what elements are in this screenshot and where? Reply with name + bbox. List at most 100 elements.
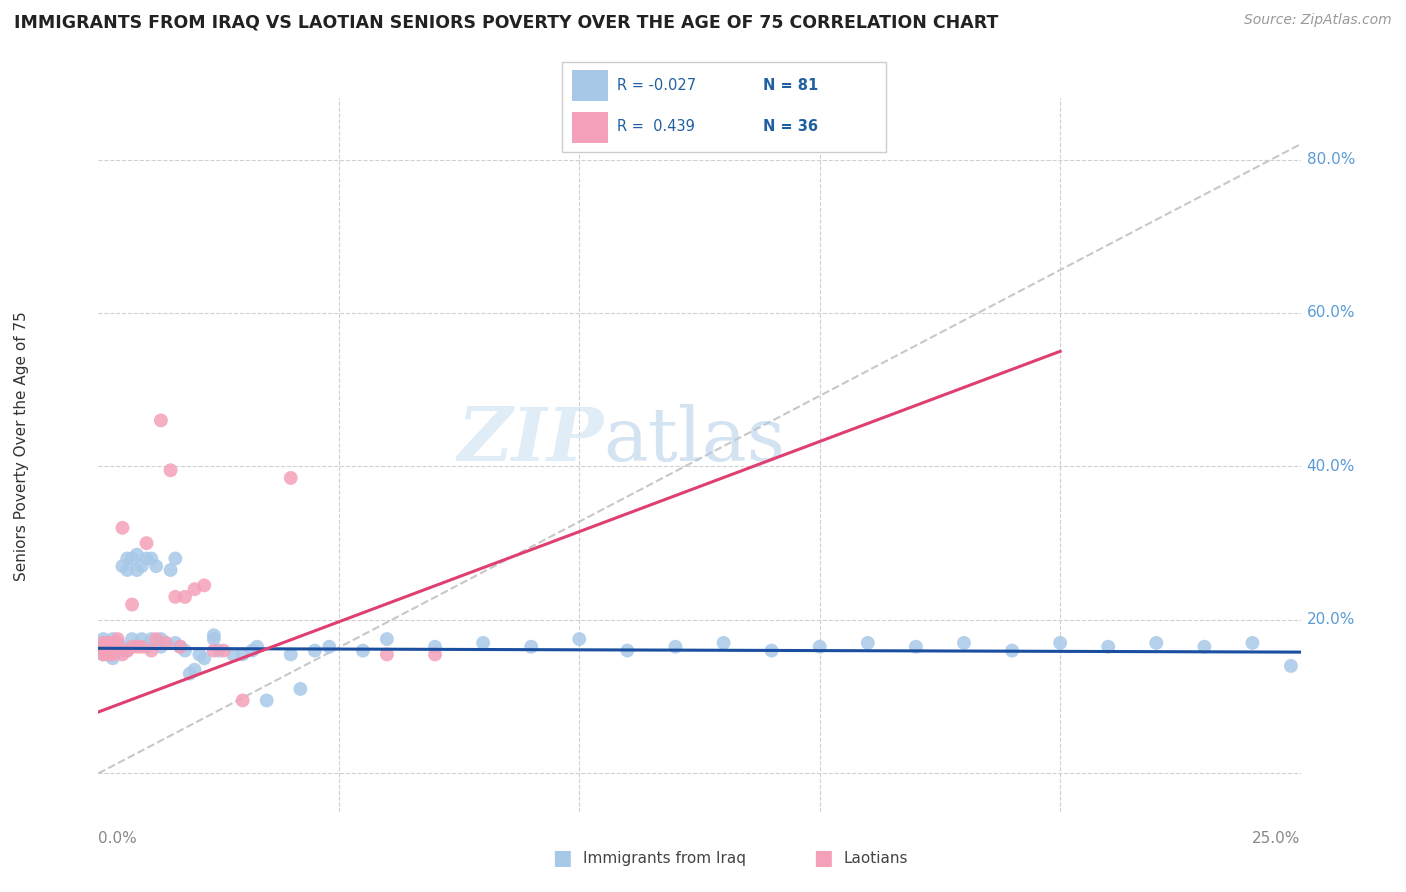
Point bbox=[1001, 643, 1024, 657]
Point bbox=[97, 643, 120, 657]
Point bbox=[111, 521, 134, 535]
Point bbox=[135, 640, 157, 654]
Point bbox=[101, 643, 124, 657]
Point bbox=[111, 640, 134, 654]
Point bbox=[232, 648, 254, 662]
Point bbox=[107, 643, 129, 657]
Text: 25.0%: 25.0% bbox=[1253, 831, 1301, 846]
Point bbox=[856, 636, 879, 650]
Point bbox=[1049, 636, 1071, 650]
Point bbox=[107, 643, 129, 657]
Point bbox=[280, 471, 302, 485]
Point bbox=[222, 648, 245, 662]
Point bbox=[131, 559, 153, 574]
Point bbox=[953, 636, 976, 650]
Point bbox=[91, 640, 114, 654]
Point bbox=[304, 643, 326, 657]
Point bbox=[246, 640, 269, 654]
Point bbox=[183, 582, 205, 597]
Point bbox=[141, 643, 163, 657]
Point bbox=[91, 636, 114, 650]
Point bbox=[904, 640, 927, 654]
Point bbox=[131, 640, 153, 654]
Point bbox=[107, 636, 129, 650]
Point bbox=[212, 643, 235, 657]
Point bbox=[165, 590, 187, 604]
Point bbox=[101, 636, 124, 650]
Point bbox=[101, 648, 124, 662]
Point bbox=[135, 551, 157, 566]
Point bbox=[121, 598, 143, 612]
Point bbox=[159, 463, 181, 477]
Bar bbox=[572, 112, 607, 143]
Text: ■: ■ bbox=[553, 848, 572, 868]
Point bbox=[155, 636, 177, 650]
Point bbox=[121, 640, 143, 654]
Point bbox=[808, 640, 831, 654]
Point bbox=[713, 636, 735, 650]
Point bbox=[208, 643, 231, 657]
Point bbox=[117, 643, 139, 657]
Text: Immigrants from Iraq: Immigrants from Iraq bbox=[583, 851, 747, 865]
Point bbox=[761, 643, 783, 657]
Point bbox=[91, 643, 114, 657]
Point bbox=[616, 643, 638, 657]
Point bbox=[568, 632, 591, 646]
Point bbox=[232, 693, 254, 707]
Point bbox=[97, 636, 120, 650]
Point bbox=[520, 640, 543, 654]
Text: Source: ZipAtlas.com: Source: ZipAtlas.com bbox=[1244, 13, 1392, 28]
Point bbox=[125, 563, 148, 577]
Point bbox=[97, 636, 120, 650]
Point bbox=[202, 628, 225, 642]
Point bbox=[117, 643, 139, 657]
Point bbox=[179, 666, 201, 681]
Text: 60.0%: 60.0% bbox=[1306, 305, 1355, 320]
Point bbox=[125, 640, 148, 654]
Point bbox=[111, 648, 134, 662]
Point bbox=[290, 681, 312, 696]
Point bbox=[169, 640, 191, 654]
Point bbox=[193, 578, 215, 592]
Text: 80.0%: 80.0% bbox=[1306, 152, 1355, 167]
Point bbox=[375, 632, 398, 646]
Text: atlas: atlas bbox=[603, 404, 786, 477]
Point bbox=[141, 551, 163, 566]
Point bbox=[101, 640, 124, 654]
Point bbox=[423, 640, 446, 654]
Point bbox=[375, 648, 398, 662]
Point bbox=[193, 651, 215, 665]
Point bbox=[155, 636, 177, 650]
Point bbox=[111, 643, 134, 657]
Text: ZIP: ZIP bbox=[457, 404, 603, 477]
Point bbox=[280, 648, 302, 662]
Point bbox=[131, 632, 153, 646]
Point bbox=[101, 632, 124, 646]
Point bbox=[318, 640, 340, 654]
Text: R =  0.439: R = 0.439 bbox=[617, 120, 695, 134]
Text: 20.0%: 20.0% bbox=[1306, 613, 1355, 627]
Point bbox=[1144, 636, 1167, 650]
Text: N = 36: N = 36 bbox=[763, 120, 818, 134]
Point bbox=[91, 648, 114, 662]
Point bbox=[111, 559, 134, 574]
Point bbox=[145, 559, 167, 574]
Point bbox=[202, 632, 225, 646]
Point bbox=[1097, 640, 1119, 654]
Point bbox=[174, 643, 197, 657]
Text: 0.0%: 0.0% bbox=[98, 831, 138, 846]
Point bbox=[107, 632, 129, 646]
Point bbox=[149, 413, 172, 427]
Point bbox=[145, 632, 167, 646]
Point bbox=[183, 663, 205, 677]
Point bbox=[97, 648, 120, 662]
Point bbox=[97, 648, 120, 662]
Point bbox=[165, 636, 187, 650]
Point bbox=[121, 632, 143, 646]
Point bbox=[240, 643, 263, 657]
Point bbox=[149, 640, 172, 654]
Point bbox=[125, 548, 148, 562]
Text: ■: ■ bbox=[813, 848, 832, 868]
Point bbox=[97, 643, 120, 657]
Point bbox=[117, 551, 139, 566]
